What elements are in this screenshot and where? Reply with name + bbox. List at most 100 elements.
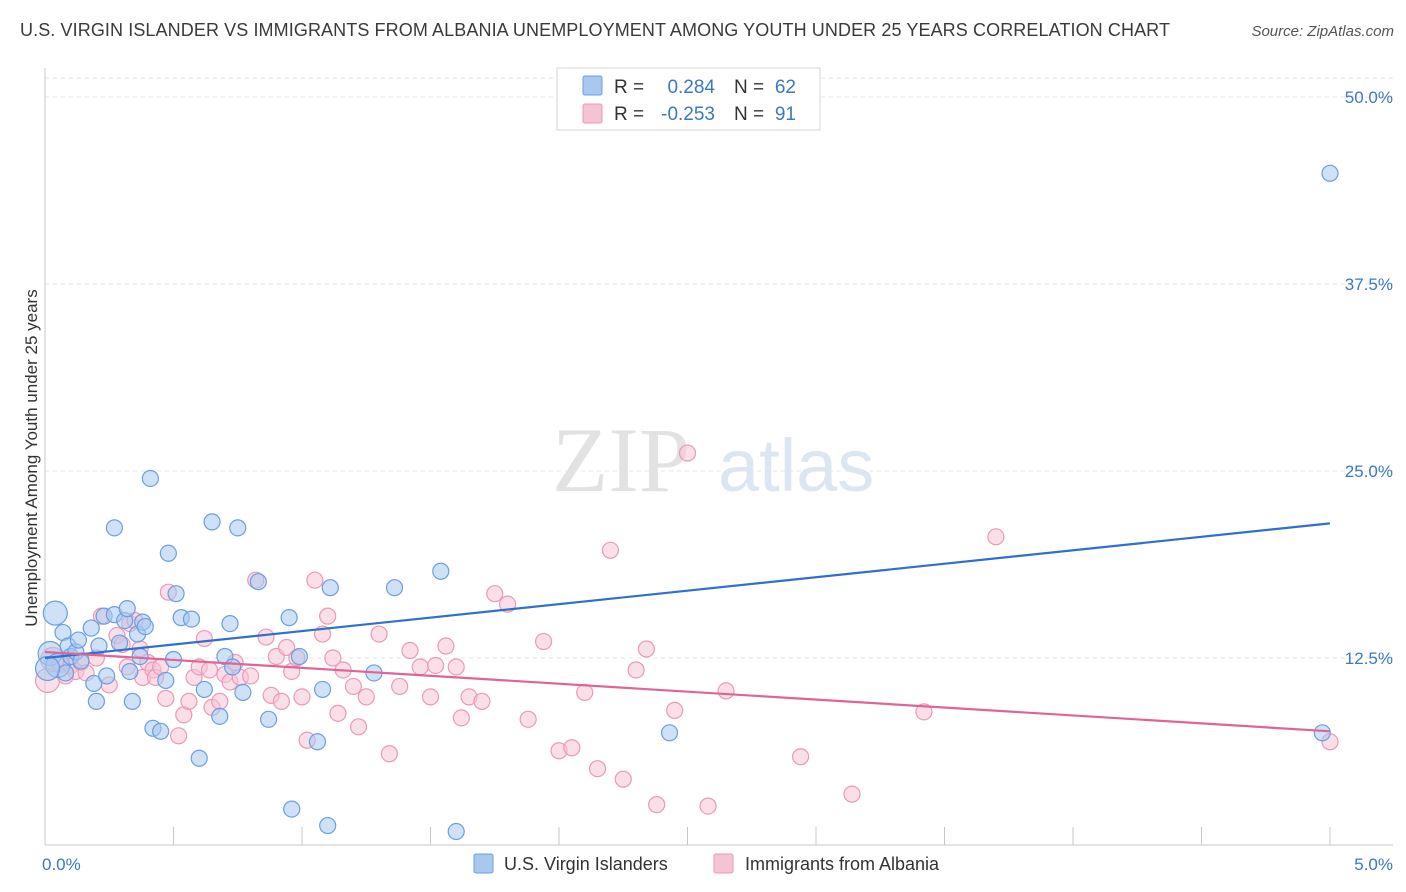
albania-point-39	[257, 628, 275, 646]
legend-n-value-1: 62	[775, 77, 796, 98]
virgin-islanders-point-30	[157, 671, 175, 690]
virgin-islanders-point-20	[118, 600, 136, 618]
y-tick-label-2: 37.5%	[1345, 275, 1393, 294]
virgin-islanders-point-56	[432, 562, 450, 580]
virgin-islanders-point-39	[211, 707, 229, 725]
virgin-islanders-point-57	[447, 822, 465, 841]
albania-point-65	[447, 658, 465, 676]
legend-swatch-virgin-islanders	[582, 75, 603, 96]
watermark-atlas: atlas	[718, 424, 874, 507]
x-tick-label-min: 0.0%	[42, 855, 81, 874]
axis-layer	[44, 68, 1393, 846]
x-tick-label-max: 5.0%	[1354, 855, 1393, 874]
albania-point-60	[401, 641, 419, 660]
bottom-legend-label-albania: Immigrants from Albania	[745, 854, 940, 874]
virgin-islanders-point-1	[42, 600, 68, 626]
albania-point-57	[370, 625, 388, 643]
legend-r-value-2: -0.253	[661, 104, 715, 125]
albania-point-69	[486, 585, 504, 603]
albania-point-29	[195, 629, 213, 648]
virgin-islanders-point-37	[195, 680, 213, 699]
albania-point-63	[427, 656, 445, 675]
virgin-islanders-point-8	[69, 631, 88, 649]
albania-point-26	[180, 692, 198, 710]
y-tick-label-0: 12.5%	[1345, 649, 1393, 668]
albania-point-58	[380, 745, 398, 763]
albania-point-87	[843, 785, 861, 803]
albania-point-71	[519, 710, 537, 728]
virgin-islanders-point-36	[190, 749, 208, 767]
virgin-islanders-point-22	[123, 692, 141, 710]
virgin-islanders-point-11	[85, 674, 103, 693]
albania-point-81	[648, 796, 666, 814]
virgin-islanders-point-60	[1321, 164, 1339, 182]
albania-point-24	[170, 727, 188, 745]
virgin-islanders-point-9	[72, 652, 90, 670]
virgin-islanders-point-27	[141, 469, 159, 488]
legend-r-label-1: R =	[614, 77, 644, 98]
albania-point-46	[293, 688, 311, 706]
legend-swatch-albania	[582, 103, 603, 124]
virgin-islanders-trend-line	[44, 522, 1331, 660]
bottom-legend-swatch-virgin-islanders	[473, 853, 494, 874]
y-tick-label-1: 25.0%	[1345, 462, 1393, 481]
virgin-islanders-point-29	[152, 722, 170, 740]
legend-n-value-2: 91	[775, 104, 796, 125]
virgin-islanders-point-26	[136, 617, 154, 636]
albania-point-86	[791, 748, 810, 766]
albania-point-85	[717, 682, 735, 700]
albania-point-68	[473, 692, 491, 710]
virgin-islanders-point-21	[121, 662, 139, 681]
virgin-islanders-point-43	[229, 519, 247, 537]
albania-point-88	[915, 703, 933, 721]
virgin-islanders-point-44	[234, 683, 252, 702]
albania-point-51	[324, 649, 342, 667]
virgin-islanders-point-15	[98, 667, 116, 685]
legend-r-label-2: R =	[614, 104, 644, 125]
bottom-legend: U.S. Virgin Islanders Immigrants from Al…	[473, 853, 940, 874]
grid-layer	[45, 77, 1393, 659]
trend-layer	[44, 522, 1331, 733]
albania-point-66	[452, 709, 470, 727]
albania-point-52	[329, 704, 347, 722]
albania-point-72	[534, 632, 553, 651]
legend-n-label-2: N =	[734, 104, 764, 125]
virgin-islanders-point-13	[90, 637, 108, 655]
albania-point-62	[421, 688, 440, 706]
albania-point-82	[666, 701, 684, 719]
virgin-islanders-point-41	[221, 614, 239, 633]
albania-point-59	[391, 677, 409, 696]
albania-point-22	[157, 689, 175, 707]
virgin-islanders-point-50	[308, 733, 327, 751]
albania-point-32	[211, 692, 229, 710]
legend-n-label-1: N =	[734, 77, 764, 98]
series-virgin-islanders-points	[34, 444, 1339, 815]
bottom-legend-swatch-albania	[713, 853, 734, 874]
albania-point-80	[637, 640, 655, 658]
chart-title: U.S. VIRGIN ISLANDER VS IMMIGRANTS FROM …	[20, 20, 1171, 40]
virgin-islanders-point-12	[87, 692, 106, 710]
y-axis-title: Unemployment Among Youth under 25 years	[22, 289, 41, 626]
albania-point-89	[987, 528, 1005, 546]
virgin-islanders-point-49	[290, 647, 309, 666]
chart-source: Source: ZipAtlas.com	[1251, 23, 1394, 40]
virgin-islanders-point-17	[105, 519, 123, 537]
albania-point-42	[272, 692, 291, 710]
albania-point-43	[277, 638, 296, 657]
tick-label-layer: 12.5% 25.0% 37.5% 50.0% 0.0% 5.0%	[42, 88, 1393, 874]
virgin-islanders-point-55	[385, 579, 404, 597]
albania-point-37	[242, 667, 260, 685]
series-albania-points	[34, 164, 1339, 841]
albania-point-79	[627, 661, 645, 679]
virgin-islanders-point-33	[167, 585, 185, 603]
virgin-islanders-point-59	[1313, 724, 1331, 742]
virgin-islanders-point-45	[249, 573, 267, 591]
virgin-islanders-point-42	[224, 658, 242, 676]
albania-point-83	[678, 444, 697, 462]
bottom-legend-label-virgin-islanders: U.S. Virgin Islanders	[504, 854, 668, 874]
legend-r-value-1: 0.284	[667, 77, 715, 98]
albania-point-54	[344, 677, 362, 696]
virgin-islanders-point-61	[34, 655, 61, 682]
watermark-zip: ZIP	[552, 409, 690, 511]
